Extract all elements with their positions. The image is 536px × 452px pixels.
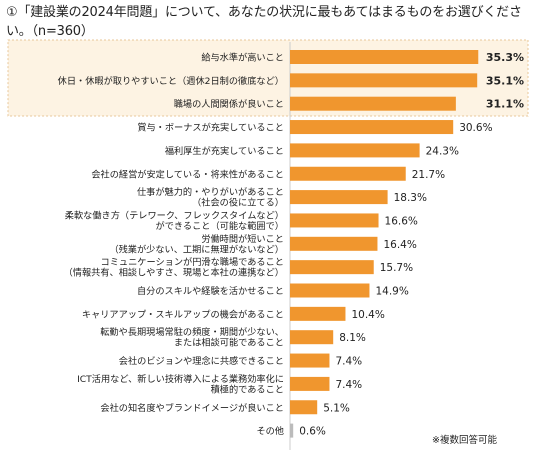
category-label: 会社の知名度やブランドイメージが良いこと: [100, 402, 284, 414]
value-label: 16.6%: [385, 215, 418, 227]
value-label: 35.1%: [486, 74, 524, 87]
category-label: 労働時間が短いこと（残業が少ない、工期に無理がないなど）: [109, 233, 284, 256]
value-label: 16.4%: [383, 239, 416, 251]
category-label: コミュニケーションが円滑な職場であること（情報共有、相談しやすさ、現場と本社の連…: [64, 256, 284, 279]
value-label: 5.1%: [323, 402, 350, 414]
category-label: その他: [256, 425, 284, 437]
value-label: 31.1%: [486, 98, 524, 111]
value-label: 24.3%: [426, 145, 459, 157]
chart-title: ①「建設業の2024年問題」について、あなたの状況に最もあてはまるものをお選びく…: [6, 5, 522, 39]
category-label: 休日・休暇が取りやすいこと（週休2日制の徹底など）: [58, 75, 284, 87]
value-label: 21.7%: [412, 169, 445, 181]
category-label: 福利厚生が充実していること: [165, 145, 284, 157]
value-label: 0.6%: [299, 426, 326, 438]
category-label: 仕事が魅力的・やりがいがあること（社会の役に立てる）: [137, 186, 284, 209]
category-label: キャリアアップ・スキルアップの機会があること: [82, 308, 284, 320]
value-label: 8.1%: [339, 332, 366, 344]
bar: [290, 306, 346, 321]
category-label: 会社のビジョンや理念に共感できること: [119, 355, 284, 367]
value-label: 30.6%: [459, 122, 492, 134]
bar: [290, 73, 478, 88]
bar: [290, 236, 378, 251]
bar: [290, 213, 379, 228]
category-label: 賞与・ボーナスが充実していること: [137, 122, 284, 134]
multiple-answer-note: ※複数回答可能: [432, 435, 497, 446]
category-label: 柔軟な働き方（テレワーク、フレックスタイムなど）ができること（可能な範囲で）: [65, 209, 284, 232]
value-label: 15.7%: [380, 262, 413, 274]
bar: [290, 96, 456, 111]
bar: [290, 283, 370, 298]
bar: [290, 376, 330, 391]
value-label: 7.4%: [335, 379, 362, 391]
bar: [290, 166, 406, 181]
category-label: 自分のスキルや経験を活かせること: [137, 285, 284, 297]
category-label: 会社の経営が安定している・将来性があること: [91, 168, 284, 180]
category-label: ICT活用など、新しい技術導入による業務効率化に積極的であること: [77, 373, 284, 396]
value-label: 10.4%: [351, 309, 384, 321]
value-label: 18.3%: [394, 192, 427, 204]
bar: [290, 50, 479, 64]
bar: [290, 330, 334, 345]
value-label: 35.3%: [486, 51, 524, 64]
bar: [290, 353, 330, 368]
value-label: 14.9%: [375, 286, 408, 298]
bar: [290, 190, 388, 205]
bar: [290, 260, 374, 275]
value-label: 7.4%: [335, 356, 362, 368]
category-label: 給与水準が高いこと: [201, 52, 284, 64]
bar: [290, 400, 318, 415]
category-label: 転勤や長期現場常駐の頻度・期間が少ない、または相談可能であること: [100, 326, 284, 349]
bar: [290, 143, 420, 158]
category-label: 職場の人間関係が良いこと: [174, 98, 284, 110]
bar: [290, 120, 454, 135]
bar: [290, 423, 294, 438]
